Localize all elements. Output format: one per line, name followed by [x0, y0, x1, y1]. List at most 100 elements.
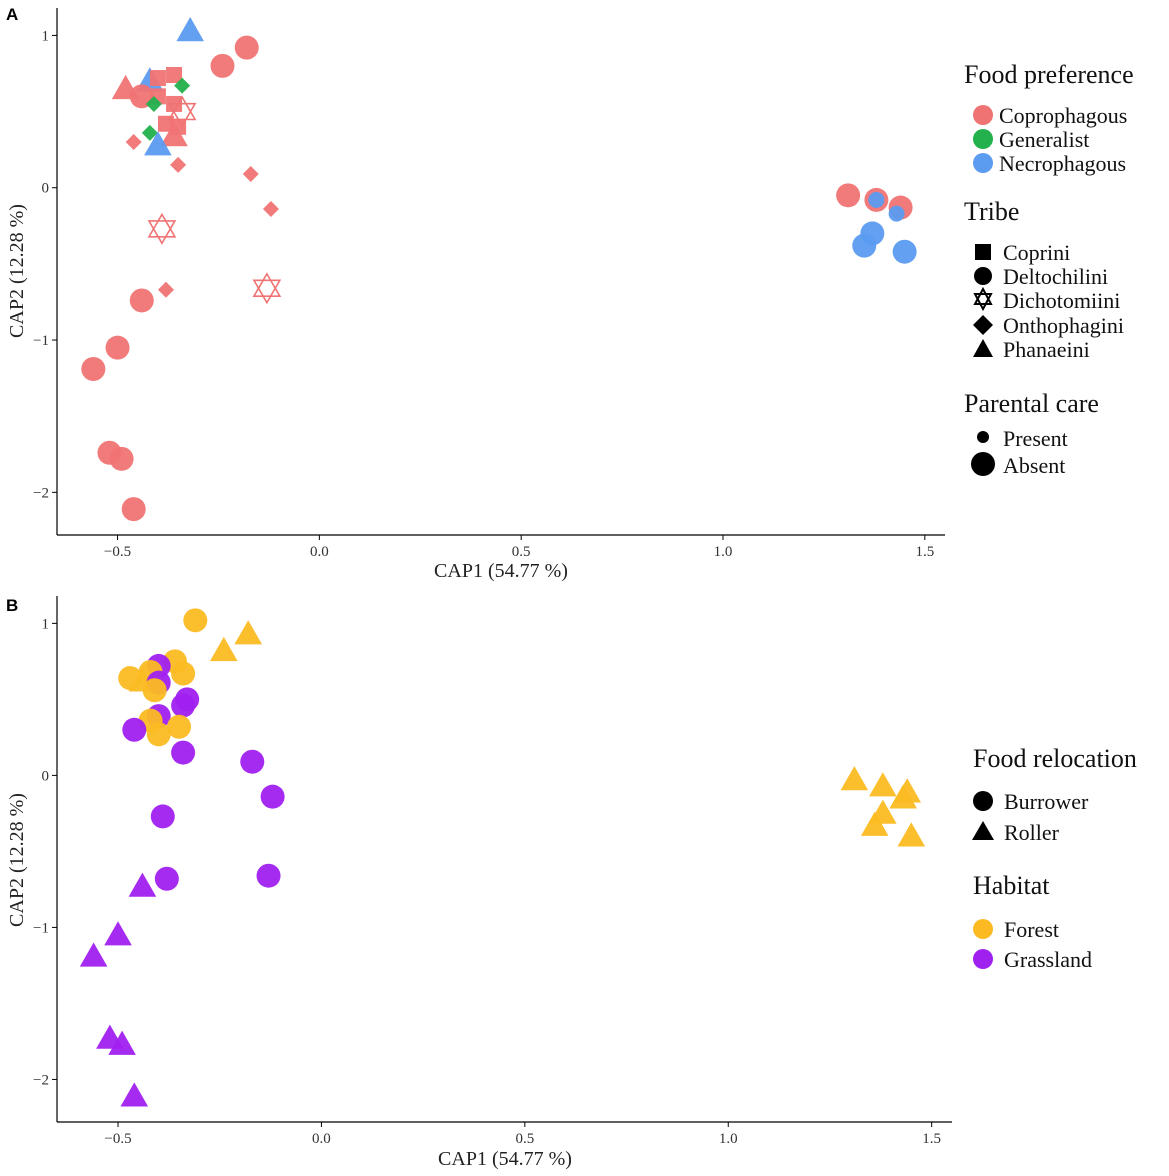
data-point	[120, 1082, 149, 1107]
data-point	[149, 70, 166, 87]
panel-b-y-title: CAP2 (12.28 %)	[6, 793, 28, 927]
panel-b-points	[79, 608, 926, 1107]
data-point	[81, 356, 106, 381]
panel-a-x-title: CAP1 (54.77 %)	[434, 560, 568, 582]
legend-generalist-swatch	[973, 129, 993, 149]
legend-dichotomiini-label: Dichotomiini	[1003, 288, 1120, 313]
data-point	[147, 212, 177, 245]
legend-habitat-title: Habitat	[973, 871, 1050, 900]
panel-b-ytick-label: −2	[33, 1072, 49, 1088]
data-point	[836, 183, 861, 208]
data-point	[260, 784, 285, 809]
data-point	[128, 872, 157, 897]
data-point	[170, 156, 187, 173]
panel-a-legend: Food preference Coprophagous Generalist …	[964, 60, 1134, 478]
panel-a-ytick-label: −2	[33, 485, 49, 501]
data-point	[888, 205, 905, 222]
panel-b-xtick-label: 0.5	[515, 1131, 534, 1147]
data-point	[209, 636, 238, 662]
panel-a-points	[81, 17, 917, 522]
data-point	[141, 124, 158, 141]
data-point	[154, 866, 179, 891]
panel-b-xtick-label: −0.5	[104, 1131, 131, 1147]
panel-a-xtick-label: 1.0	[714, 544, 733, 560]
panel-a: A −0.5 0.0 0.5 1.0 1.510−1−2 CAP1 (54.77 %) …	[6, 5, 1134, 582]
legend-necrophagous-swatch	[973, 153, 993, 173]
panel-a-xtick-label: 0.5	[512, 544, 531, 560]
data-point	[160, 122, 188, 147]
legend-present-label: Present	[1003, 426, 1068, 451]
data-point	[252, 272, 282, 305]
legend-burrower-swatch	[973, 791, 993, 811]
legend-coprophagous-swatch	[973, 105, 993, 125]
panel-b-xtick-label: 1.5	[922, 1131, 941, 1147]
data-point	[869, 772, 897, 797]
data-point	[860, 811, 889, 836]
data-point	[840, 766, 869, 791]
panel-a-ytick-label: −1	[33, 333, 49, 349]
data-point	[105, 335, 130, 360]
data-point	[174, 77, 191, 94]
data-point	[146, 722, 171, 747]
data-point	[210, 53, 235, 78]
panel-b-ytick-label: 0	[42, 768, 50, 784]
data-point	[166, 67, 183, 84]
panel-b-xtick-label: 1.0	[719, 1131, 738, 1147]
legend-deltochilini-label: Deltochilini	[1003, 264, 1108, 289]
legend-grassland-swatch	[973, 949, 993, 969]
legend-coprini-swatch	[975, 244, 991, 260]
data-point	[144, 131, 172, 156]
panel-a-xtick-label: 0.0	[310, 544, 329, 560]
data-point	[171, 740, 196, 765]
data-point	[121, 497, 146, 522]
legend-forest-swatch	[973, 919, 993, 939]
panel-b: B −0.5 0.0 0.5 1.0 1.510−1−2 CAP1 (54.77 %) …	[6, 596, 1137, 1170]
data-point	[892, 239, 917, 264]
legend-tribe-title: Tribe	[964, 197, 1019, 226]
legend-grassland-label: Grassland	[1004, 947, 1092, 972]
legend-roller-label: Roller	[1004, 820, 1060, 845]
legend-forest-label: Forest	[1004, 917, 1059, 942]
data-point	[234, 35, 259, 60]
legend-care-title: Parental care	[964, 389, 1099, 418]
legend-dichotomiini-swatch	[973, 286, 993, 312]
data-point	[852, 233, 877, 258]
legend-necrophagous-label: Necrophagous	[999, 151, 1126, 176]
panel-a-label: A	[6, 5, 18, 24]
data-point	[79, 942, 108, 967]
panel-a-ytick-label: 0	[42, 181, 50, 197]
data-point	[889, 784, 917, 809]
legend-deltochilini-swatch	[974, 267, 992, 285]
legend-onthophagini-label: Onthophagini	[1003, 313, 1124, 338]
data-point	[262, 201, 279, 218]
legend-phanaeini-label: Phanaeini	[1003, 337, 1090, 362]
panel-a-xtick-label: −0.5	[104, 544, 131, 560]
data-point	[176, 17, 204, 42]
data-point	[142, 678, 167, 703]
legend-absent-label: Absent	[1003, 453, 1065, 478]
legend-coprophagous-label: Coprophagous	[999, 103, 1127, 128]
panel-b-xtick-label: 0.0	[312, 1131, 331, 1147]
legend-onthophagini-swatch	[973, 315, 993, 335]
panel-b-ytick-label: 1	[42, 616, 50, 632]
panel-a-ticks: −0.5 0.0 0.5 1.0 1.5 1 0 −1 −2	[33, 28, 934, 560]
panel-a-xtick-label: 1.5	[915, 544, 934, 560]
data-point	[234, 620, 263, 645]
legend-burrower-label: Burrower	[1004, 789, 1089, 814]
data-point	[167, 714, 192, 739]
data-point	[122, 717, 147, 742]
data-point	[125, 134, 142, 151]
data-point	[109, 446, 134, 471]
legend-absent-swatch	[971, 452, 995, 476]
data-point	[108, 1030, 136, 1055]
legend-relocation-title: Food relocation	[973, 744, 1137, 773]
panel-a-y-title: CAP2 (12.28 %)	[6, 204, 28, 338]
data-point	[171, 661, 196, 686]
panel-b-ytick-label: −1	[33, 920, 49, 936]
data-point	[240, 749, 265, 774]
panel-b-x-title: CAP1 (54.77 %)	[438, 1148, 572, 1170]
data-point	[145, 95, 162, 112]
data-point	[150, 804, 175, 829]
legend-coprini-label: Coprini	[1003, 240, 1070, 265]
